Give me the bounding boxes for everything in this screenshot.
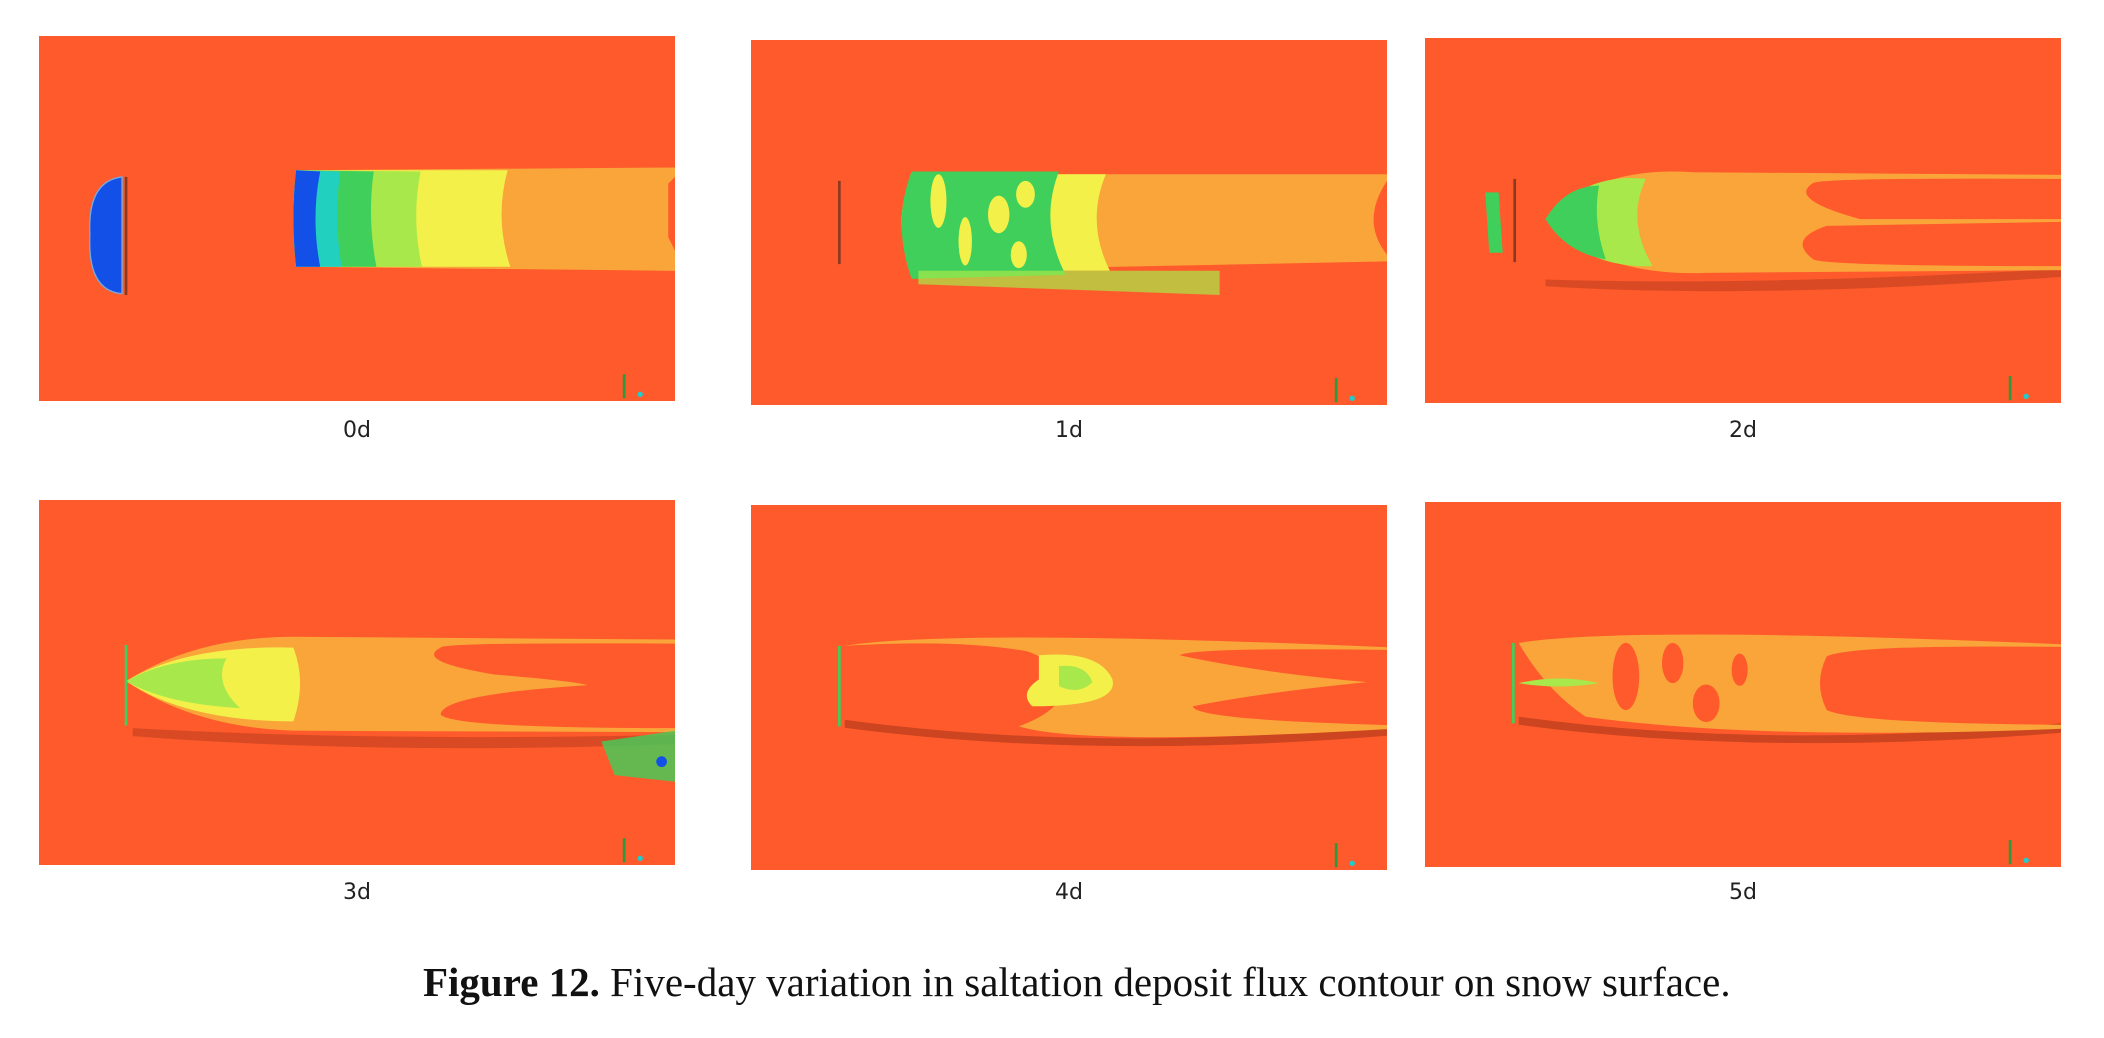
- panel-label: 2d: [1729, 418, 1757, 443]
- caption-label: Figure 12.: [423, 959, 600, 1005]
- figure-caption: Figure 12. Five-day variation in saltati…: [423, 958, 1731, 1006]
- contour-panel: [1425, 38, 2061, 403]
- panel-label: 1d: [1055, 418, 1083, 443]
- panel-label: 3d: [343, 880, 371, 905]
- contour-panel: [1425, 502, 2061, 867]
- caption-text: Five-day variation in saltation deposit …: [610, 959, 1731, 1005]
- contour-panel: [751, 505, 1387, 870]
- panel-label: 5d: [1729, 880, 1757, 905]
- contour-panel: [39, 500, 675, 865]
- panel-label: 4d: [1055, 880, 1083, 905]
- contour-panel: [751, 40, 1387, 405]
- panel-label: 0d: [343, 418, 371, 443]
- contour-panel: [39, 36, 675, 401]
